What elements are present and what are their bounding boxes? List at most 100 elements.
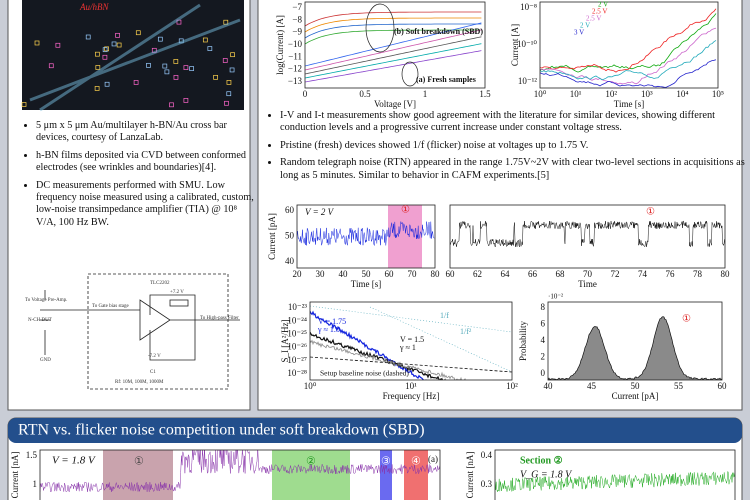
bullet: h-BN films deposited via CVD between con…: [36, 150, 258, 175]
section-highlight: [272, 450, 350, 500]
annotation: (a): [428, 454, 438, 464]
photo-feature: [189, 66, 194, 71]
y-tick-label: 10⁻²³: [288, 302, 307, 312]
x-tick-label: 74: [638, 269, 648, 279]
photo-feature: [135, 30, 141, 36]
trace: [305, 11, 482, 27]
annotation: ②: [306, 456, 316, 468]
annotation: (b) Soft breakdown (SBD): [394, 27, 483, 36]
trace: [540, 40, 717, 81]
photo-feature: [226, 80, 232, 85]
plot-area: [495, 471, 735, 493]
y-tick-label: −10: [288, 39, 303, 49]
trace: [305, 50, 482, 83]
section-highlight: [404, 450, 428, 500]
trace: [40, 450, 440, 493]
x-tick-label: 10¹: [570, 89, 582, 99]
plot-frame: [539, 1, 719, 89]
photo-feature: [95, 65, 101, 70]
y-tick-label: −13: [288, 76, 303, 86]
x-tick-label: 10²: [605, 89, 617, 99]
y-axis-label: Probability: [518, 321, 528, 361]
annotation: 1/f²: [460, 327, 472, 336]
circuit-wires: [40, 290, 240, 361]
photo-feature: [116, 42, 122, 48]
x-tick-label: 40: [544, 381, 554, 391]
bullet: 5 μm x 5 μm Au/multilayer h-BN/Au cross …: [36, 120, 258, 145]
section-highlight: [103, 450, 173, 500]
photo-feature: [34, 40, 40, 46]
trace: [540, 59, 717, 88]
photo-feature: [207, 46, 213, 51]
photo-feature: [48, 63, 54, 69]
y-tick-label: 0.3: [481, 479, 493, 489]
x-tick-label: 10⁵: [712, 89, 724, 99]
photo-feature: [115, 32, 120, 38]
x-tick-label: 50: [631, 381, 641, 391]
photo-feature: [104, 81, 110, 87]
section-highlight: [380, 450, 392, 500]
x-tick-label: 60: [385, 269, 395, 279]
plot-frame: [304, 1, 486, 89]
trace: [305, 29, 482, 71]
x-tick-label: 45: [587, 381, 597, 391]
x-tick-label: 80: [431, 269, 441, 279]
x-tick-label: 78: [693, 269, 703, 279]
photo-label: Au/hBN: [79, 2, 109, 12]
trace: [305, 23, 482, 39]
annotation: γ ≈ 1.8: [317, 325, 340, 334]
photo-feature: [133, 80, 139, 85]
device-photo: [22, 0, 244, 110]
y-tick-label: 10⁻²⁵: [287, 328, 307, 338]
highlight: [365, 3, 395, 53]
plot-frame: [309, 301, 513, 381]
trace: [540, 8, 717, 73]
plot-area: [450, 220, 725, 248]
plot-frame: [547, 301, 723, 381]
trace: [297, 221, 435, 247]
baseline: [310, 356, 512, 373]
x-axis-label: Time [s]: [614, 99, 644, 109]
circuit-label: To Gate bias stage: [92, 304, 130, 309]
y-tick-label: 0: [541, 368, 546, 378]
x-axis-label: Current [pA]: [612, 391, 659, 401]
bottom-header: [8, 418, 742, 443]
photo-feature: [162, 63, 168, 69]
highlight: [401, 61, 419, 87]
bullet: Pristine (fresh) devices showed 1/f (fli…: [280, 140, 750, 152]
circuit-label: To Voltage Pre-Amp.: [25, 298, 67, 303]
x-tick-label: 0: [303, 89, 308, 99]
y-tick-label: −12: [288, 64, 302, 74]
trace: [495, 471, 735, 493]
x-tick-label: 50: [362, 269, 372, 279]
y-tick-label: −8: [292, 14, 302, 24]
y-tick-label: 50: [285, 231, 295, 241]
annotation: (a) Fresh samples: [416, 75, 476, 84]
plot-area: [540, 8, 717, 88]
trace: [305, 43, 482, 79]
photo-feature: [111, 41, 117, 47]
legend-entry: 2.5 V: [586, 15, 601, 23]
annotation: γ ≈ 1: [399, 343, 416, 352]
x-tick-label: 76: [666, 269, 676, 279]
annotation: V = 1.5: [400, 335, 424, 344]
photo-feature: [226, 91, 232, 97]
x-tick-label: 55: [674, 381, 684, 391]
bullet: I-V and I-t measurements show good agree…: [280, 110, 750, 135]
annotation: V = 1.8 V: [52, 455, 96, 467]
photo-feature: [95, 51, 100, 57]
annotation: Section ②: [520, 455, 563, 466]
y-tick-label: 4: [541, 335, 546, 345]
photo-feature: [94, 86, 100, 91]
x-tick-label: 40: [339, 269, 349, 279]
legend-entry: 2 V: [598, 1, 608, 9]
plot-frame: [449, 204, 726, 269]
x-tick-label: 1.5: [479, 89, 491, 99]
x-tick-label: 10⁰: [304, 381, 317, 391]
annotation: ①: [682, 313, 691, 324]
trace: [305, 22, 482, 67]
photo-feature: [173, 59, 179, 64]
photo-feature: [21, 102, 27, 107]
y-tick-label: 10⁻⁸: [520, 2, 537, 12]
